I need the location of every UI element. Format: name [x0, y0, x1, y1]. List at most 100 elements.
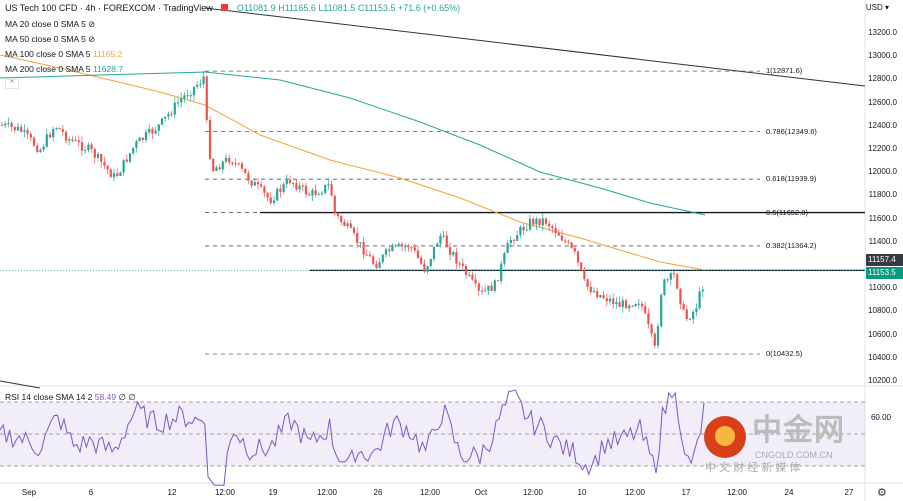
candle-body	[615, 302, 618, 305]
price-tick-label: 10200.0	[868, 376, 897, 385]
candle-body	[487, 285, 490, 291]
rsi-line	[0, 389, 705, 486]
candle-body	[346, 223, 349, 227]
rsi-legend[interactable]: RSI 14 close SMA 14 2 58.49 ∅ ∅	[5, 392, 136, 403]
candle-body	[244, 168, 247, 174]
candle-body	[138, 137, 141, 142]
candle-body	[500, 263, 503, 281]
candle-body	[692, 311, 695, 320]
candle-body	[58, 127, 61, 130]
candle-body	[365, 254, 368, 256]
candle-body	[247, 173, 250, 181]
symbol-legend[interactable]: US Tech 100 CFD · 4h · FOREXCOM · Tradin…	[5, 3, 461, 13]
time-tick-label: 24	[784, 488, 794, 497]
ohlc-high: H11165.6	[278, 3, 316, 13]
candle-body	[362, 242, 365, 255]
settings-gear-icon[interactable]: ⚙	[877, 487, 887, 499]
candle-body	[320, 192, 324, 195]
candle-body	[461, 263, 464, 266]
ma100-legend[interactable]: MA 100 close 0 SMA 5 11165.2	[5, 49, 122, 59]
currency-selector[interactable]: USD ▾	[865, 3, 889, 12]
candle-body	[276, 188, 279, 201]
candle-body	[388, 249, 391, 252]
candle-body	[535, 218, 538, 225]
candle-body	[397, 243, 400, 246]
candle-body	[426, 266, 429, 272]
candle-body	[180, 98, 183, 103]
ma20-label: MA 20 close 0 SMA 5	[5, 19, 86, 29]
eye-off-icon[interactable]: ⊘	[88, 19, 96, 29]
ma100-value: 11165.2	[92, 49, 123, 59]
price-tick-label: 11800.0	[868, 190, 897, 200]
candle-body	[330, 184, 333, 196]
candle-body	[503, 252, 506, 264]
candle-body	[391, 245, 394, 252]
collapse-legend-button[interactable]: ^	[5, 79, 19, 89]
time-tick-label: 12	[167, 488, 177, 497]
candle-body	[669, 273, 672, 280]
candle-body	[474, 279, 477, 284]
candle-body	[548, 223, 551, 227]
candle-body	[349, 223, 352, 228]
trendline	[204, 7, 866, 87]
ma200-legend[interactable]: MA 200 close 0 SMA 5 11628.7	[5, 64, 123, 74]
ma50-legend[interactable]: MA 50 close 0 SMA 5 ⊘	[5, 34, 95, 45]
candle-body	[237, 163, 240, 165]
candle-body	[84, 150, 87, 152]
candle-body	[672, 273, 676, 275]
candle-body	[685, 309, 688, 319]
candle-body	[333, 195, 336, 214]
candle-body	[637, 303, 640, 305]
candle-body	[186, 95, 189, 97]
candle-body	[13, 127, 16, 131]
candle-body	[464, 265, 468, 275]
flag-icon[interactable]	[221, 4, 229, 11]
candle-body	[605, 298, 608, 302]
candle-body	[496, 280, 500, 282]
candle-body	[64, 131, 68, 141]
candle-body	[624, 300, 628, 309]
candle-body	[452, 252, 455, 255]
fib-level-label: 0.786(12349.6)	[766, 126, 817, 136]
candle-body	[416, 250, 420, 258]
candle-body	[39, 149, 42, 153]
time-tick-label: 17	[681, 488, 691, 497]
candle-body	[493, 280, 496, 291]
candle-body	[573, 247, 576, 252]
price-tick-label: 12000.0	[868, 167, 897, 177]
rsi-axis-label: 60.00	[870, 413, 891, 422]
candle-body	[554, 228, 557, 234]
candle-body	[48, 134, 52, 138]
candle-body	[4, 123, 7, 126]
candle-body	[109, 169, 112, 178]
candle-body	[343, 221, 346, 227]
watermark-domain: CNGOLD.COM.CN	[755, 450, 833, 460]
candle-body	[551, 226, 554, 229]
candle-body	[528, 218, 532, 230]
candle-body	[567, 241, 570, 243]
ma50-label: MA 50 close 0 SMA 5	[5, 34, 86, 44]
ma20-legend[interactable]: MA 20 close 0 SMA 5 ⊘	[5, 19, 95, 30]
candle-body	[477, 283, 480, 291]
candle-body	[576, 251, 580, 263]
candle-body	[10, 122, 13, 128]
candle-body	[564, 240, 567, 242]
candle-body	[148, 128, 151, 133]
fib-level-label: 1(12871.6)	[766, 66, 803, 76]
candle-body	[471, 274, 474, 280]
watermark-brand: 中金网	[752, 414, 845, 447]
ma100-line	[0, 54, 706, 271]
source: FOREXCOM	[103, 3, 156, 13]
candle-body	[106, 165, 109, 170]
candle-body	[381, 254, 384, 263]
candle-body	[282, 184, 285, 192]
price-tick-label: 13200.0	[868, 28, 897, 37]
platform: TradingView	[163, 3, 213, 13]
candle-body	[660, 295, 663, 327]
candle-body	[61, 129, 64, 132]
candle-body	[359, 242, 362, 244]
candle-body	[407, 245, 410, 248]
candle-body	[192, 86, 196, 96]
eye-off-icon[interactable]: ⊘	[88, 34, 96, 44]
candle-body	[432, 246, 436, 260]
